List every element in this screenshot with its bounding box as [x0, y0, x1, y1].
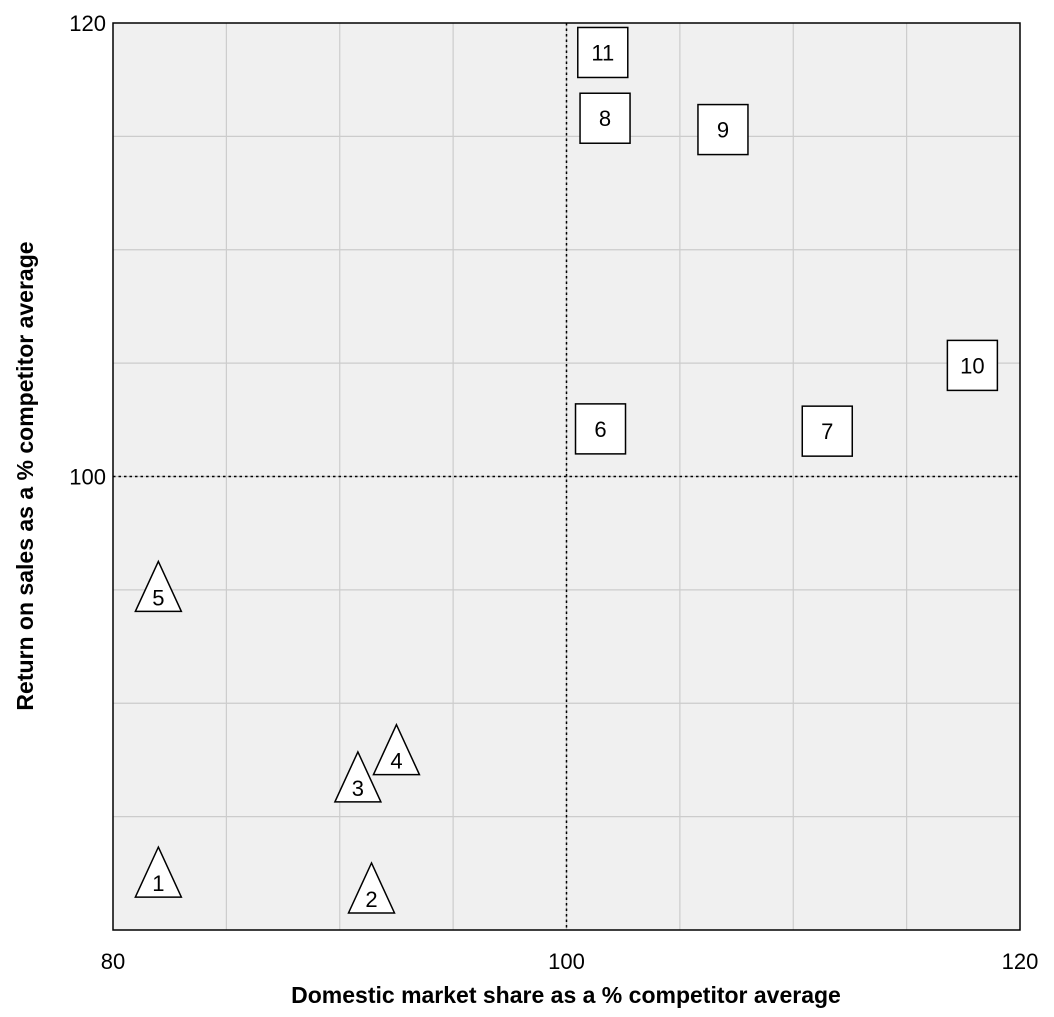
y-axis-title: Return on sales as a % competitor averag… — [12, 241, 38, 710]
plot-frame — [112, 22, 1021, 931]
x-tick-label: 120 — [1002, 949, 1039, 974]
point-label: 8 — [599, 106, 611, 131]
x-tick-label: 80 — [101, 949, 125, 974]
point-label: 7 — [821, 419, 833, 444]
point-label: 5 — [152, 585, 164, 610]
square-marker: 10 — [946, 339, 999, 392]
square-marker: 6 — [574, 403, 627, 455]
point-label: 1 — [152, 871, 164, 896]
triangle-marker: 1 — [134, 845, 183, 898]
x-axis-title: Domestic market share as a % competitor … — [291, 982, 841, 1008]
point-label: 11 — [591, 40, 614, 65]
data-points: 1 2 3 4 5 6 7 8 9 10 11 — [134, 26, 999, 914]
square-marker: 8 — [579, 92, 631, 144]
point-label: 4 — [390, 749, 402, 774]
triangle-marker: 3 — [333, 750, 383, 803]
point-label: 2 — [365, 887, 377, 912]
tick-labels: 80 100 120 100 120 — [69, 11, 1038, 974]
y-tick-label: 100 — [69, 465, 106, 490]
triangle-marker: 4 — [372, 722, 421, 776]
point-label: 10 — [960, 353, 984, 378]
point-label: 9 — [717, 118, 729, 143]
reference-lines — [113, 23, 1020, 930]
square-marker: 7 — [801, 405, 854, 457]
point-label: 3 — [352, 776, 364, 801]
y-tick-label: 120 — [69, 11, 106, 36]
triangle-marker: 2 — [347, 861, 396, 914]
square-marker: 9 — [697, 103, 749, 156]
triangle-marker: 5 — [134, 559, 183, 613]
x-tick-label: 100 — [548, 949, 585, 974]
point-label: 6 — [594, 417, 606, 442]
square-marker: 11 — [577, 26, 629, 79]
